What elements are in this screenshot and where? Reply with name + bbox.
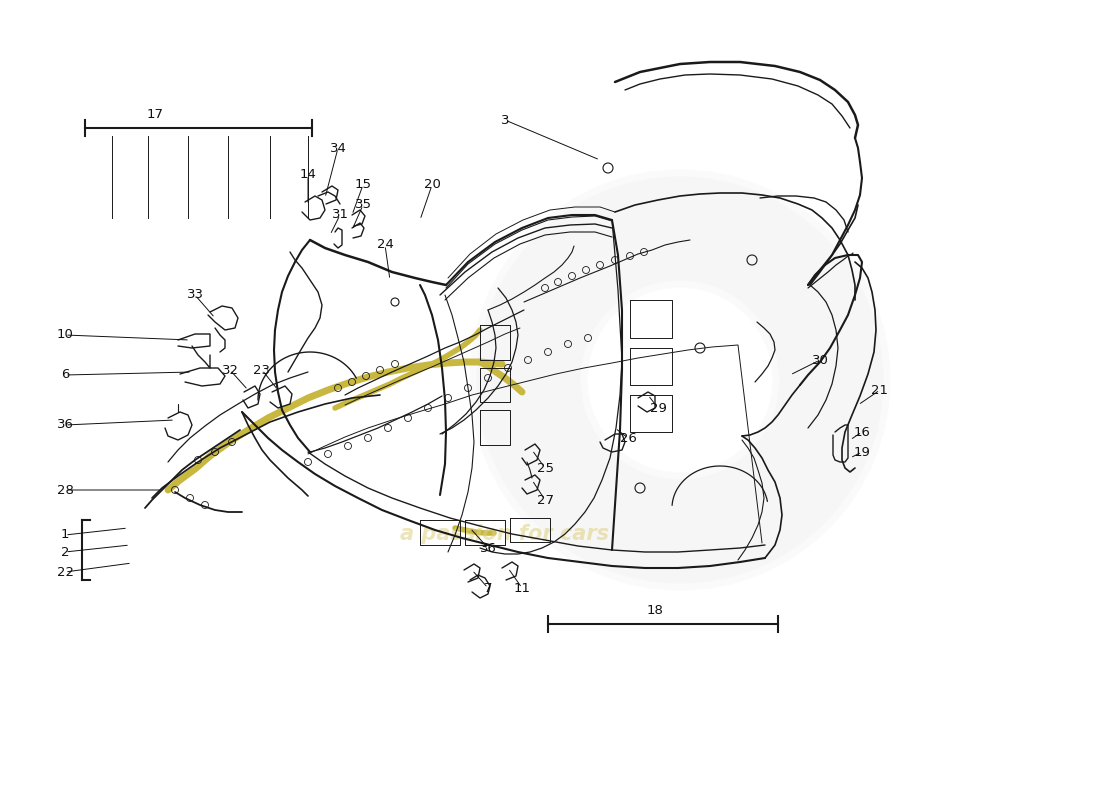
- Text: 30: 30: [812, 354, 828, 366]
- Text: 11: 11: [514, 582, 530, 594]
- Text: 36: 36: [480, 542, 496, 554]
- Text: 24: 24: [376, 238, 394, 251]
- Text: 16: 16: [854, 426, 870, 438]
- Text: 25: 25: [537, 462, 553, 474]
- Text: 15: 15: [354, 178, 372, 191]
- Text: 36: 36: [56, 418, 74, 431]
- Text: a passion for cars: a passion for cars: [400, 524, 609, 544]
- Text: 33: 33: [187, 289, 204, 302]
- Text: 10: 10: [56, 329, 74, 342]
- Text: 7: 7: [484, 582, 493, 594]
- Text: 23: 23: [253, 363, 271, 377]
- Text: 3: 3: [500, 114, 509, 126]
- Text: 29: 29: [650, 402, 667, 414]
- Text: 14: 14: [299, 169, 317, 182]
- Text: 17: 17: [146, 109, 164, 122]
- Text: 26: 26: [619, 431, 637, 445]
- Text: 20: 20: [424, 178, 440, 191]
- Text: 2: 2: [60, 546, 69, 558]
- Text: 22: 22: [56, 566, 74, 578]
- Text: 21: 21: [871, 383, 889, 397]
- Text: 6: 6: [60, 369, 69, 382]
- Text: 32: 32: [221, 363, 239, 377]
- Text: 34: 34: [330, 142, 346, 154]
- Text: 35: 35: [354, 198, 372, 211]
- Text: 1: 1: [60, 529, 69, 542]
- Text: 18: 18: [647, 603, 663, 617]
- Text: 28: 28: [56, 483, 74, 497]
- Text: 19: 19: [854, 446, 870, 458]
- Text: 31: 31: [331, 209, 349, 222]
- Text: 27: 27: [537, 494, 553, 506]
